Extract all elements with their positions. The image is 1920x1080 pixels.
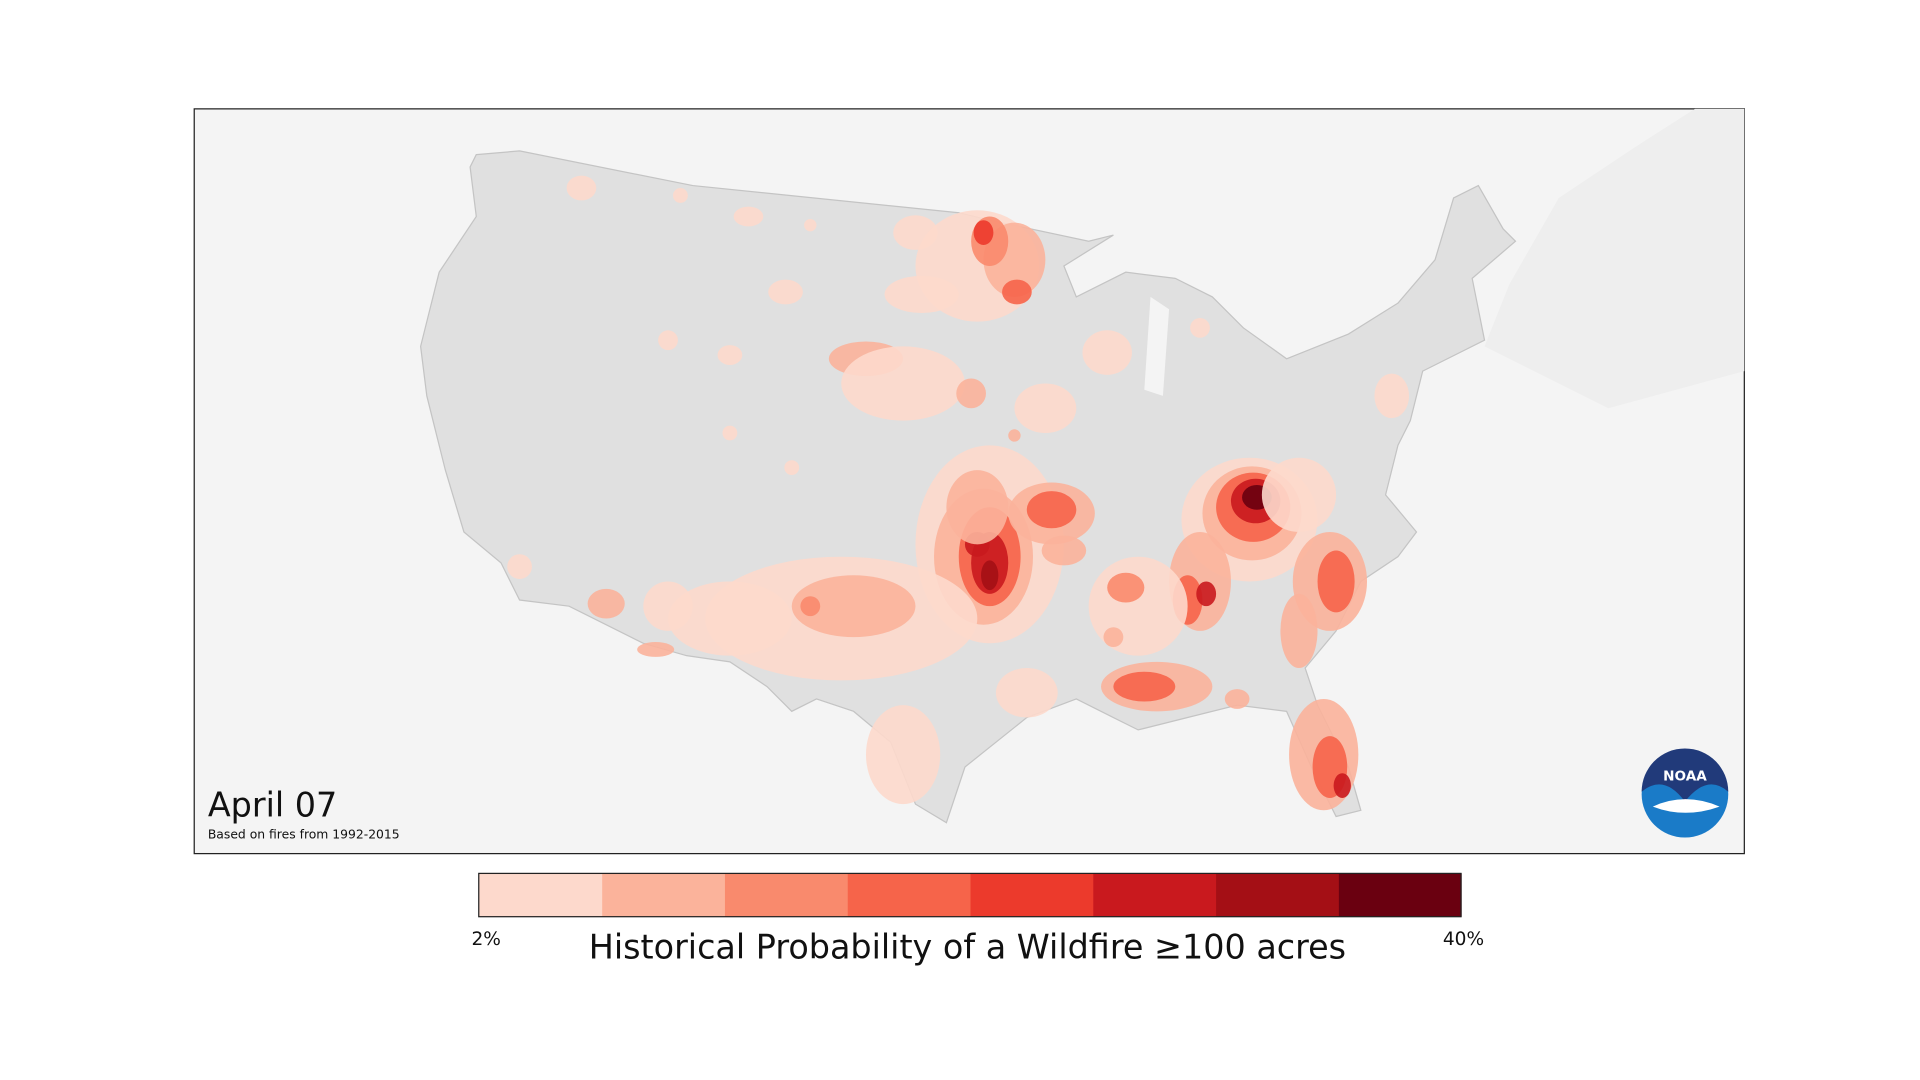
legend-title: Historical Probability of a Wildfire ≥10… (589, 928, 1346, 967)
noaa-logo: NOAA (1641, 748, 1729, 838)
probability-area (1317, 550, 1355, 613)
probability-area (841, 346, 965, 421)
probability-areas (507, 175, 1410, 811)
background-land (451, 108, 1745, 409)
probability-area (722, 425, 738, 441)
probability-area (800, 596, 821, 617)
logo-gull (1652, 799, 1720, 813)
legend-swatch (1215, 873, 1339, 917)
probability-area (1002, 279, 1032, 305)
probability-area (1014, 383, 1077, 433)
map-note: Based on fires from 1992-2015 (208, 828, 400, 842)
legend-swatch (478, 873, 603, 917)
legend-swatch (1338, 873, 1462, 917)
probability-area (784, 460, 800, 476)
legend-swatch (724, 873, 848, 917)
probability-area (1261, 457, 1337, 532)
probability-area (1196, 581, 1217, 607)
probability-area (587, 588, 625, 619)
probability-area (1224, 689, 1250, 709)
probability-area (507, 554, 532, 579)
legend-swatch (601, 873, 725, 917)
probability-area (995, 668, 1058, 718)
probability-area (865, 705, 941, 805)
probability-area (1333, 773, 1351, 798)
probability-area (566, 175, 597, 201)
probability-area (1190, 317, 1210, 338)
logo-top (1641, 748, 1729, 802)
probability-area (672, 188, 688, 203)
probability-area (1026, 491, 1077, 529)
legend-max: 40% (1443, 929, 1484, 950)
legend-swatch (1092, 873, 1217, 917)
map-date: April 07 (208, 785, 337, 824)
logo-text: NOAA (1663, 769, 1707, 785)
probability-area (884, 275, 959, 313)
probability-area (973, 220, 994, 245)
probability-area (768, 279, 803, 305)
probability-area (1041, 535, 1087, 566)
probability-area (643, 581, 693, 631)
probability-area (658, 330, 678, 351)
probability-area (1374, 373, 1410, 419)
legend-swatch (969, 873, 1094, 917)
probability-area (981, 560, 999, 591)
probability-area (1280, 593, 1318, 669)
probability-area (1107, 572, 1145, 603)
probability-area (1082, 330, 1132, 375)
probability-area (1103, 627, 1124, 648)
lake-michigan (1144, 296, 1170, 396)
probability-area (668, 581, 792, 656)
probability-area (637, 642, 675, 657)
probability-area (1008, 429, 1021, 442)
legend-swatch (847, 873, 971, 917)
probability-area (956, 378, 986, 409)
probability-area (946, 470, 1009, 545)
probability-area (717, 345, 743, 365)
probability-area (733, 206, 764, 227)
legend: 2% 40% Historical Probability of a Wildf… (471, 872, 1484, 967)
probability-area (791, 575, 916, 638)
probability-area (1088, 556, 1188, 656)
probability-area (1113, 671, 1176, 702)
probability-area (804, 218, 817, 232)
legend-min: 2% (471, 929, 500, 950)
legend-frame (478, 872, 1462, 918)
